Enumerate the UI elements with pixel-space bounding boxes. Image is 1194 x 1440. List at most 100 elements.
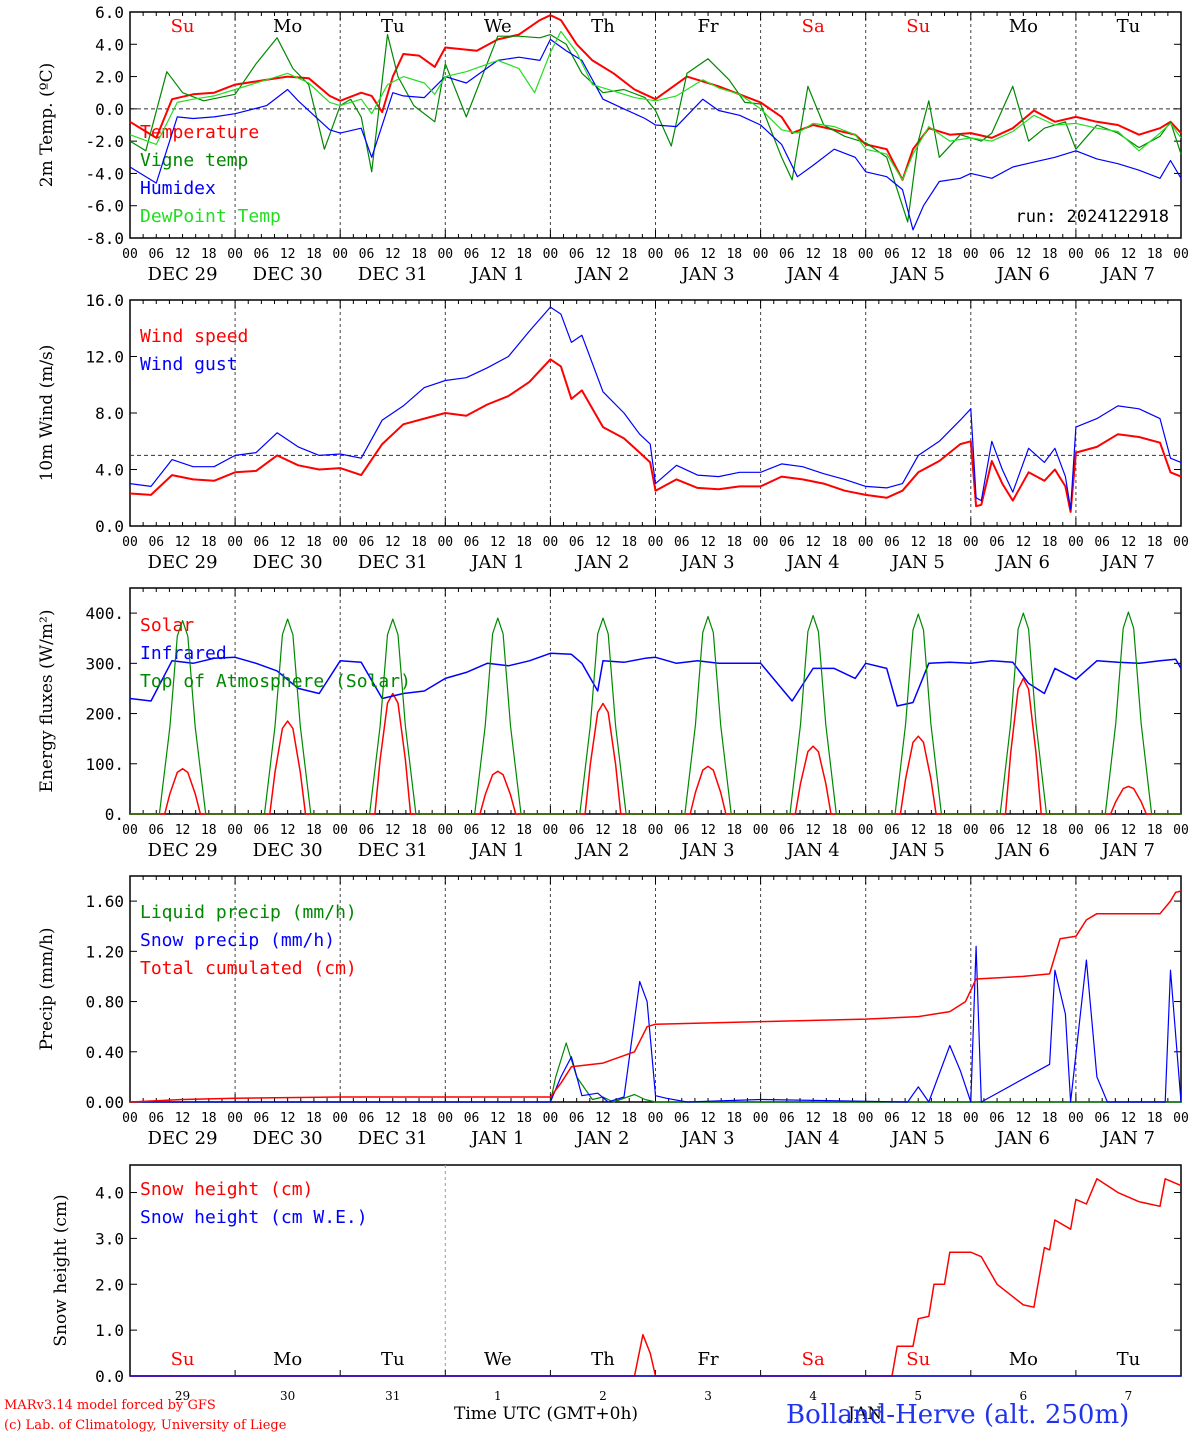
panel-1-x-tick-label: 18 <box>1147 535 1163 550</box>
model-credit-1: MARv3.14 model forced by GFS <box>4 1398 216 1413</box>
panel-4-weekday-label: We <box>484 1349 512 1370</box>
panel-4-weekday-label: Mo <box>273 1349 302 1370</box>
weekday-label: We <box>484 16 512 37</box>
panel-0-x-tick-label: 18 <box>726 247 742 262</box>
panel-2-date-label: DEC 30 <box>253 840 323 861</box>
panel-3-series-line <box>129 890 1182 1103</box>
panel-0-y-tick-label: -8.0 <box>85 229 124 248</box>
panel-0-x-tick-label: 18 <box>516 247 532 262</box>
weekday-label: Th <box>591 16 615 37</box>
panel-2-date-label: JAN 3 <box>679 840 734 861</box>
panel-0-x-tick-label: 18 <box>306 247 322 262</box>
panel-0-y-tick-label: 2.0 <box>95 68 124 87</box>
panel-1-x-tick-label: 00 <box>543 535 559 550</box>
panel-0-y-tick-label: -6.0 <box>85 197 124 216</box>
panel-1-date-label: JAN 2 <box>574 552 629 573</box>
panel-1-legend-entry: Wind gust <box>140 354 238 375</box>
weekday-label: Su <box>906 16 930 37</box>
panel-0-x-tick-label: 12 <box>175 247 191 262</box>
panel-3-date-label: DEC 31 <box>358 1128 428 1149</box>
panel-0-x-tick-label: 00 <box>858 247 874 262</box>
panel-0-x-tick-label: 12 <box>1121 247 1137 262</box>
panel-2-y-tick-label: 0. <box>105 805 124 824</box>
panel-2-x-tick-label: 06 <box>148 823 164 838</box>
panel-1-x-tick-label: 00 <box>227 535 243 550</box>
panel-2-x-tick-label: 12 <box>280 823 296 838</box>
panel-1-x-tick-label: 06 <box>148 535 164 550</box>
panel-2-x-tick-label: 06 <box>254 823 270 838</box>
panel-3-date-label: JAN 4 <box>785 1128 840 1149</box>
panel-2-y-tick-label: 400. <box>85 604 124 623</box>
panel-1-x-tick-label: 12 <box>805 535 821 550</box>
panel-3-x-tick-label: 18 <box>726 1111 742 1126</box>
panel-2-series-line <box>130 611 1181 815</box>
panel-0-x-tick-label: 06 <box>989 247 1005 262</box>
panel-1-date-label: JAN 3 <box>679 552 734 573</box>
panel-1-y-axis-label: 10m Wind (m/s) <box>37 345 57 482</box>
panel-3-legend-entry: Total cumulated (cm) <box>140 958 357 979</box>
x-axis-title: Time UTC (GMT+0h) <box>454 1404 639 1424</box>
panel-0-date-label: DEC 29 <box>148 264 218 285</box>
panel-3-x-tick-label: 18 <box>306 1111 322 1126</box>
panel-2-x-tick-label-end: 00 <box>1173 823 1189 838</box>
panel-4-day-number: 1 <box>494 1389 502 1403</box>
panel-2-x-tick-label: 00 <box>122 823 138 838</box>
panel-3-x-tick-label: 06 <box>779 1111 795 1126</box>
panel-1-x-tick-label: 12 <box>280 535 296 550</box>
panel-3-x-tick-label: 12 <box>1016 1111 1032 1126</box>
panel-2-x-tick-label: 06 <box>989 823 1005 838</box>
panel-2-x-tick-label: 00 <box>963 823 979 838</box>
panel-0-x-tick-label: 12 <box>910 247 926 262</box>
panel-3-x-tick-label: 00 <box>648 1111 664 1126</box>
panel-1-x-tick-label: 00 <box>858 535 874 550</box>
panel-3-x-tick-label-end: 00 <box>1173 1111 1189 1126</box>
panel-1-x-tick-label: 18 <box>832 535 848 550</box>
panel-2-x-tick-label: 06 <box>464 823 480 838</box>
month-label: JAN <box>848 1404 882 1424</box>
panel-2-x-tick-label: 12 <box>385 823 401 838</box>
panel-0-x-tick-label: 06 <box>254 247 270 262</box>
panel-1-x-tick-label: 00 <box>963 535 979 550</box>
panel-1-x-tick-label: 18 <box>516 535 532 550</box>
panel-2-date-label: DEC 29 <box>148 840 218 861</box>
panel-1-y-tick-label: 0.0 <box>95 517 124 536</box>
panel-3-x-tick-label: 12 <box>910 1111 926 1126</box>
panel-1-x-tick-label: 18 <box>306 535 322 550</box>
panel-1-x-tick-label: 06 <box>1094 535 1110 550</box>
panel-2-x-tick-label: 06 <box>779 823 795 838</box>
weekday-label: Mo <box>273 16 302 37</box>
panel-1-x-tick-label: 18 <box>937 535 953 550</box>
panel-1-date-label: DEC 31 <box>358 552 428 573</box>
panel-3-x-tick-label: 12 <box>595 1111 611 1126</box>
panel-2-x-tick-label: 12 <box>910 823 926 838</box>
panel-3-x-tick-label: 06 <box>1094 1111 1110 1126</box>
panel-3-x-tick-label: 12 <box>490 1111 506 1126</box>
panel-2-y-tick-label: 200. <box>85 705 124 724</box>
panel-1-x-tick-label-end: 00 <box>1173 535 1189 550</box>
panel-2-x-tick-label: 18 <box>1042 823 1058 838</box>
panel-0-x-tick-label: 18 <box>621 247 637 262</box>
panel-2-x-tick-label: 00 <box>1068 823 1084 838</box>
panel-2-date-label: JAN 2 <box>574 840 629 861</box>
panel-1-date-label: DEC 30 <box>253 552 323 573</box>
model-credit-2: (c) Lab. of Climatology, University of L… <box>4 1418 287 1433</box>
panel-0-legend-entry: DewPoint Temp <box>140 206 281 227</box>
panel-0-x-tick-label: 06 <box>674 247 690 262</box>
panel-3-x-tick-label: 00 <box>227 1111 243 1126</box>
panel-2-x-tick-label: 06 <box>674 823 690 838</box>
panel-3-x-tick-label: 18 <box>411 1111 427 1126</box>
panel-1-x-tick-label: 06 <box>464 535 480 550</box>
panel-0-x-tick-label: 06 <box>1094 247 1110 262</box>
panel-0-date-label: DEC 30 <box>253 264 323 285</box>
panel-0-y-tick-label: 6.0 <box>95 3 124 22</box>
panel-0-x-tick-label: 00 <box>963 247 979 262</box>
panel-0-date-label: JAN 4 <box>785 264 840 285</box>
panel-1-x-tick-label: 06 <box>569 535 585 550</box>
panel-3-y-tick-label: 1.20 <box>85 942 124 961</box>
panel-0-date-label: JAN 7 <box>1100 264 1155 285</box>
panel-1-y-tick-label: 12.0 <box>85 348 124 367</box>
panel-3-x-tick-label: 00 <box>122 1111 138 1126</box>
panel-2-legend-entry: Solar <box>140 615 194 636</box>
panel-4-weekday-label: Su <box>906 1349 930 1370</box>
station-label: Bolland-Herve (alt. 250m) <box>786 1400 1130 1430</box>
